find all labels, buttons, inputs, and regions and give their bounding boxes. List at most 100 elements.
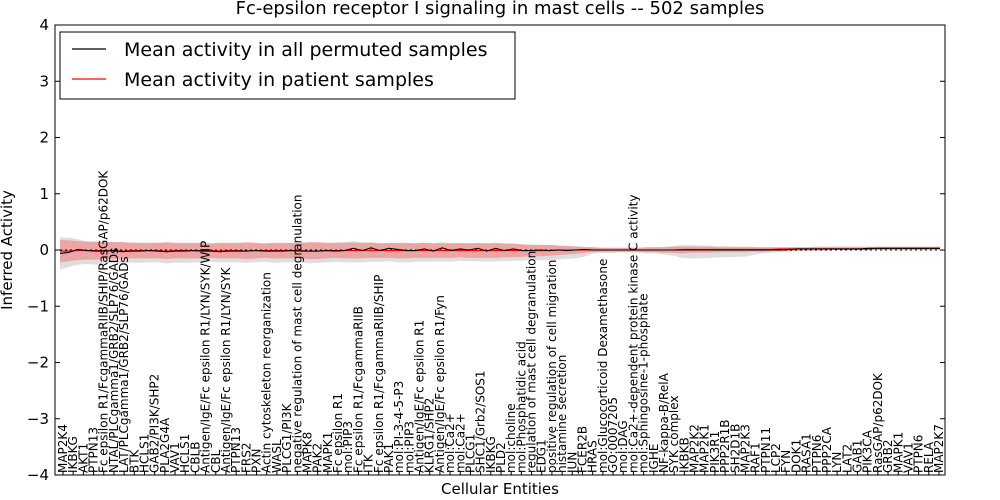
- x-tick-label: SYK complex: [667, 396, 681, 473]
- x-tick-label: mol:Ca2+: [453, 413, 467, 473]
- x-tick-label: AKT1: [76, 443, 90, 473]
- x-tick-label: EDG1: [535, 439, 549, 473]
- x-tick-label: LAT2: [840, 444, 854, 473]
- x-tick-label: Antigen/IgE/Fc epsilon R1/Fyn: [433, 295, 447, 473]
- chart-title: Fc-epsilon receptor I signaling in mast …: [236, 0, 765, 19]
- x-tick-label: Antigen/IgE/Fc epsilon R1/LYN/SYK/WIP: [199, 241, 213, 473]
- x-tick-label: PLCG1/PI3K: [280, 402, 294, 473]
- x-tick-label: DOK1: [789, 439, 803, 473]
- x-tick-label: PPP2CA: [820, 426, 834, 473]
- x-tick-label: RasGAP/p62DOK: [871, 372, 885, 473]
- x-tick-label: HCLS1: [137, 434, 151, 473]
- legend-box: [59, 31, 516, 100]
- x-tick-label: SH2D1B: [728, 424, 742, 473]
- x-tick-label: JUN: [565, 452, 579, 474]
- x-tick-label: mol:Sphingosine-1-phosphate: [637, 294, 651, 474]
- x-tick-label: MAPK8: [300, 432, 314, 473]
- x-tick-label: IKBKG: [484, 436, 498, 473]
- x-tick-label: ITK: [362, 453, 376, 473]
- x-tick-label: SHC1/Grb2/SOS1: [474, 370, 488, 473]
- x-tick-label: IKBKB: [677, 437, 691, 473]
- x-tick-label: PXN: [250, 449, 264, 473]
- x-tick-label: PLCG1: [463, 434, 477, 473]
- x-tick-label: Antigen/IgE/Fc epsilon R1: [413, 320, 427, 473]
- x-tick-label: CBLB: [188, 441, 202, 473]
- x-tick-label: FRS2: [239, 443, 253, 474]
- x-tick-label: PTPN6: [810, 435, 824, 473]
- x-tick-label: regulation of mast cell degranulation: [525, 251, 539, 473]
- x-tick-label: GAB2/PI3K/SHP2: [148, 374, 162, 473]
- x-tick-label: positive regulation of cell migration: [545, 260, 559, 473]
- legend-label-permuted: Mean activity in all permuted samples: [124, 39, 487, 61]
- x-tick-label: NF-kappa-B/RelA: [657, 372, 671, 473]
- x-tick-label: GO:0007205: [606, 397, 620, 473]
- x-tick-label: Fc epsilon R1/FcgammaRIIB/SHIP: [372, 275, 386, 473]
- x-tick-label: RAF1: [749, 442, 763, 473]
- x-tick-label: PIK3R1: [708, 431, 722, 473]
- line-permuted: [59, 247, 940, 254]
- y-axis: −4 −3 −2 −1 0 1 2 3 4: [27, 16, 945, 484]
- x-tick-label: PAK2: [311, 443, 325, 473]
- x-tick-label: LYN: [830, 452, 844, 473]
- x-tick-label: PLA2G4A: [158, 417, 172, 473]
- x-axis-label: Cellular Entities: [441, 480, 559, 498]
- x-tick-label: MAPK1: [891, 432, 905, 473]
- y-tick-label: −2: [27, 354, 49, 372]
- x-tick-label: BTK: [127, 448, 141, 473]
- x-tick-label: mol:choline: [504, 403, 518, 473]
- y-tick-label: 1: [39, 185, 49, 203]
- x-tick-label: mol:Ca2+: [443, 413, 457, 473]
- legend: Mean activity in all permuted samples Me…: [59, 31, 516, 100]
- x-tick-label: PAK1: [382, 443, 396, 473]
- x-tick-label: LCP2: [769, 443, 783, 473]
- y-tick-label: 3: [39, 72, 49, 90]
- x-tick-label: LAT/PLCgamma1/GRB2/SLP76/GADs: [117, 256, 131, 473]
- x-tick-label: Antigen/IgE/Fc epsilon R1/LYN/SYK: [219, 266, 233, 473]
- x-tick-label: KLRG1/SHP2: [423, 398, 437, 473]
- x-tick-label: MAP2K1: [698, 424, 712, 473]
- x-tick-label: Fc epsilon R1/FcgammaRIIB: [351, 306, 365, 473]
- x-tick-label: IGHE: [647, 444, 661, 473]
- x-tick-label: RELA: [922, 441, 936, 473]
- x-tick-label: HRAS: [586, 440, 600, 473]
- x-tick-label: mol:PI-3-4-5-P3: [392, 381, 406, 473]
- x-tick-label: PTPN13: [87, 427, 101, 473]
- x-tick-label: IKBKG: [66, 436, 80, 473]
- x-tick-label: histamine secretion: [555, 355, 569, 473]
- plot-frame: [54, 24, 946, 476]
- plot-area: [55, 237, 945, 270]
- x-tick-label: GRB2: [881, 439, 895, 473]
- x-tick-label: GAB1: [851, 440, 865, 473]
- y-axis-label: Inferred Activity: [0, 190, 16, 310]
- x-tick-label: Fc epsilon R1: [331, 393, 345, 473]
- band-permuted: [60, 237, 940, 270]
- x-tick-label: CBL: [209, 449, 223, 473]
- y-tick-label: −3: [27, 410, 49, 428]
- x-tick-label: MAP2K3: [738, 424, 752, 473]
- x-tick-label: MAP2K2: [688, 424, 702, 473]
- x-tick-label: Actin cytoskeleton reorganization: [260, 272, 274, 473]
- x-tick-label: PIK3CA: [861, 429, 875, 473]
- x-tick-label: mol:Glucocorticoid Dexamethasone: [596, 259, 610, 473]
- x-tick-label: MAP2K4: [56, 424, 70, 473]
- x-tick-label: MAP2K7: [932, 424, 946, 473]
- x-tick-label: mol:PIP3: [402, 421, 416, 473]
- x-tick-label: VAV1: [168, 442, 182, 473]
- x-tick-label: Fc epsilon R1/FcgammaRIIB/SHIP/RasGAP/p6…: [97, 170, 111, 473]
- x-tick-label: VAV1: [901, 442, 915, 473]
- x-tick-label: mol:Ca2+-dependent protein kinase C acti…: [626, 195, 640, 473]
- x-tick-label: FCER2B: [575, 426, 589, 473]
- y-tick-label: 4: [39, 16, 49, 34]
- x-tick-label: WASL: [270, 439, 284, 473]
- x-tick-label: NTAL/PLCgamma1/GRB2/SLP76/GADs: [107, 248, 121, 473]
- x-tick-label: HCLS1: [178, 434, 192, 473]
- legend-label-patient: Mean activity in patient samples: [124, 69, 434, 91]
- y-tick-label: 0: [39, 241, 49, 259]
- x-tick-label: PTPN11: [759, 427, 773, 473]
- x-tick-label: MAPK1: [321, 432, 335, 473]
- y-tick-label: −4: [27, 466, 49, 484]
- x-tick-label: PTPN6: [912, 435, 926, 473]
- x-tick-label: RASA1: [800, 433, 814, 473]
